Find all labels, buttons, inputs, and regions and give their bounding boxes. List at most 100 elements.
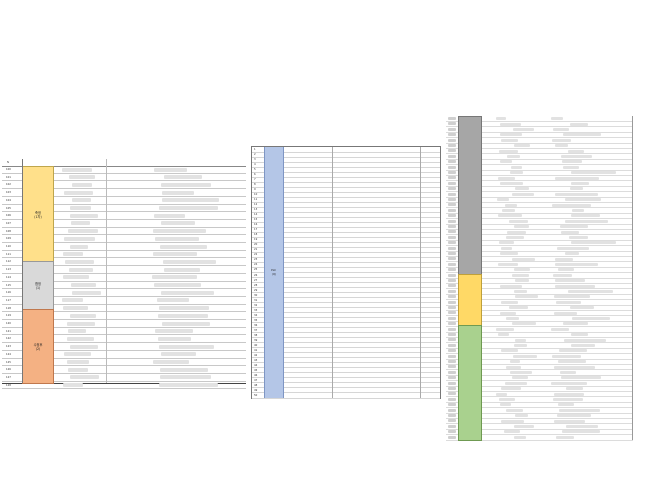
right-row-number bbox=[448, 235, 456, 239]
right-row-divider bbox=[446, 390, 633, 392]
middle-row-divider bbox=[252, 236, 440, 238]
right-cell-value bbox=[558, 403, 575, 407]
right-row-divider bbox=[446, 380, 633, 382]
middle-row-number: 13 bbox=[254, 208, 258, 212]
left-group-1-label: 축정 (1차) bbox=[34, 210, 42, 219]
right-row-divider bbox=[446, 169, 633, 171]
middle-row-number: 29 bbox=[254, 288, 258, 292]
right-cell-value bbox=[554, 419, 586, 423]
right-row-divider bbox=[446, 153, 633, 155]
right-row-divider bbox=[446, 342, 633, 344]
right-group-3[interactable] bbox=[458, 325, 482, 441]
left-row-divider bbox=[2, 295, 246, 297]
right-cell-value bbox=[553, 365, 595, 369]
middle-sheet: 1 2 3 4 5 6 7 8 9 10 11 12 13 14 15 16 17 18 19 20 21 22 23 24 2… bbox=[251, 146, 441, 399]
right-row-divider bbox=[446, 374, 633, 376]
middle-row-number: 35 bbox=[254, 318, 258, 322]
middle-row-number: 4 bbox=[254, 163, 256, 167]
middle-row-number: 27 bbox=[254, 278, 258, 282]
right-cell-value bbox=[496, 327, 515, 331]
right-row-divider bbox=[446, 396, 633, 398]
right-row-number bbox=[448, 360, 456, 363]
left-group-2[interactable]: 합정 (1) bbox=[22, 261, 54, 311]
right-row-number bbox=[448, 403, 456, 407]
right-row-divider bbox=[446, 239, 633, 241]
right-group-2[interactable] bbox=[458, 274, 482, 326]
right-cell-value bbox=[556, 414, 592, 418]
right-row-number bbox=[448, 414, 456, 417]
right-row-divider bbox=[446, 218, 633, 220]
middle-row-divider bbox=[252, 357, 440, 359]
right-row-divider bbox=[446, 196, 633, 198]
middle-row-number: 25 bbox=[254, 268, 258, 272]
right-row-number bbox=[448, 354, 456, 358]
left-row-number: 126 bbox=[6, 368, 11, 372]
right-cell-value bbox=[514, 425, 535, 428]
right-cell-value bbox=[553, 273, 572, 277]
left-cell-value bbox=[161, 321, 211, 326]
left-row-number: 127 bbox=[6, 375, 11, 379]
middle-row-divider bbox=[252, 256, 440, 258]
left-cell-value bbox=[70, 283, 96, 287]
right-row-number bbox=[448, 198, 456, 201]
right-cell-value bbox=[513, 290, 528, 293]
right-cell-value bbox=[499, 311, 517, 315]
middle-row-divider bbox=[252, 161, 440, 163]
right-row-divider bbox=[446, 304, 633, 306]
left-cell-value bbox=[159, 344, 214, 349]
middle-row-number: 45 bbox=[254, 368, 258, 372]
left-row-number: 122 bbox=[6, 337, 11, 341]
middle-row-number: 47 bbox=[254, 378, 258, 382]
middle-row-divider bbox=[252, 196, 440, 198]
left-header-label: N bbox=[7, 161, 9, 164]
left-cell-value bbox=[62, 383, 83, 388]
right-cell-value bbox=[504, 381, 528, 385]
middle-row-divider bbox=[252, 246, 440, 248]
right-row-divider bbox=[446, 277, 633, 279]
right-row-divider bbox=[446, 131, 633, 133]
right-row-number bbox=[448, 311, 456, 315]
right-cell-value bbox=[496, 392, 508, 396]
right-row-number bbox=[448, 181, 456, 185]
middle-row-divider bbox=[252, 307, 440, 309]
right-row-number bbox=[448, 241, 456, 245]
middle-row-divider bbox=[252, 392, 440, 394]
right-row-divider bbox=[446, 234, 633, 236]
left-cell-value bbox=[162, 190, 195, 195]
right-row-number bbox=[448, 219, 456, 223]
right-cell-value bbox=[551, 354, 582, 358]
middle-row-number: 48 bbox=[254, 383, 258, 387]
left-row-number: 117 bbox=[6, 298, 11, 302]
middle-group[interactable]: PLC (Q) bbox=[264, 147, 284, 398]
right-cell-value bbox=[570, 171, 616, 175]
right-cell-value bbox=[496, 117, 506, 121]
left-cell-value bbox=[70, 221, 90, 226]
middle-row-divider bbox=[252, 292, 440, 294]
right-cell-value bbox=[551, 327, 569, 331]
left-cell-value bbox=[62, 275, 89, 280]
left-group-1[interactable]: 축정 (1차) bbox=[22, 166, 54, 263]
middle-row-divider bbox=[252, 151, 440, 153]
middle-row-divider bbox=[252, 241, 440, 243]
middle-row-number: 2 bbox=[254, 153, 256, 157]
left-group-3-label: 수정후 (2) bbox=[33, 342, 43, 351]
right-cell-value bbox=[552, 138, 572, 142]
middle-row-number: 8 bbox=[254, 183, 256, 187]
middle-row-number: 21 bbox=[254, 248, 258, 252]
middle-row-number: 3 bbox=[254, 158, 256, 162]
right-row-divider bbox=[446, 315, 633, 317]
right-row-divider bbox=[446, 347, 633, 349]
middle-row-number: 10 bbox=[254, 193, 258, 197]
right-cell-value bbox=[568, 236, 588, 239]
left-col-divider-2 bbox=[106, 159, 107, 383]
right-cell-value bbox=[509, 360, 521, 364]
right-group-1[interactable] bbox=[458, 116, 482, 275]
right-cell-value bbox=[508, 306, 529, 310]
right-cell-value bbox=[551, 203, 591, 207]
left-group-3[interactable]: 수정후 (2) bbox=[22, 309, 54, 384]
left-row-divider bbox=[2, 211, 246, 213]
middle-row-number: 24 bbox=[254, 263, 258, 267]
left-cell-value bbox=[64, 190, 94, 195]
left-group-2-label: 합정 (1) bbox=[35, 282, 41, 290]
left-row-divider bbox=[2, 188, 246, 190]
